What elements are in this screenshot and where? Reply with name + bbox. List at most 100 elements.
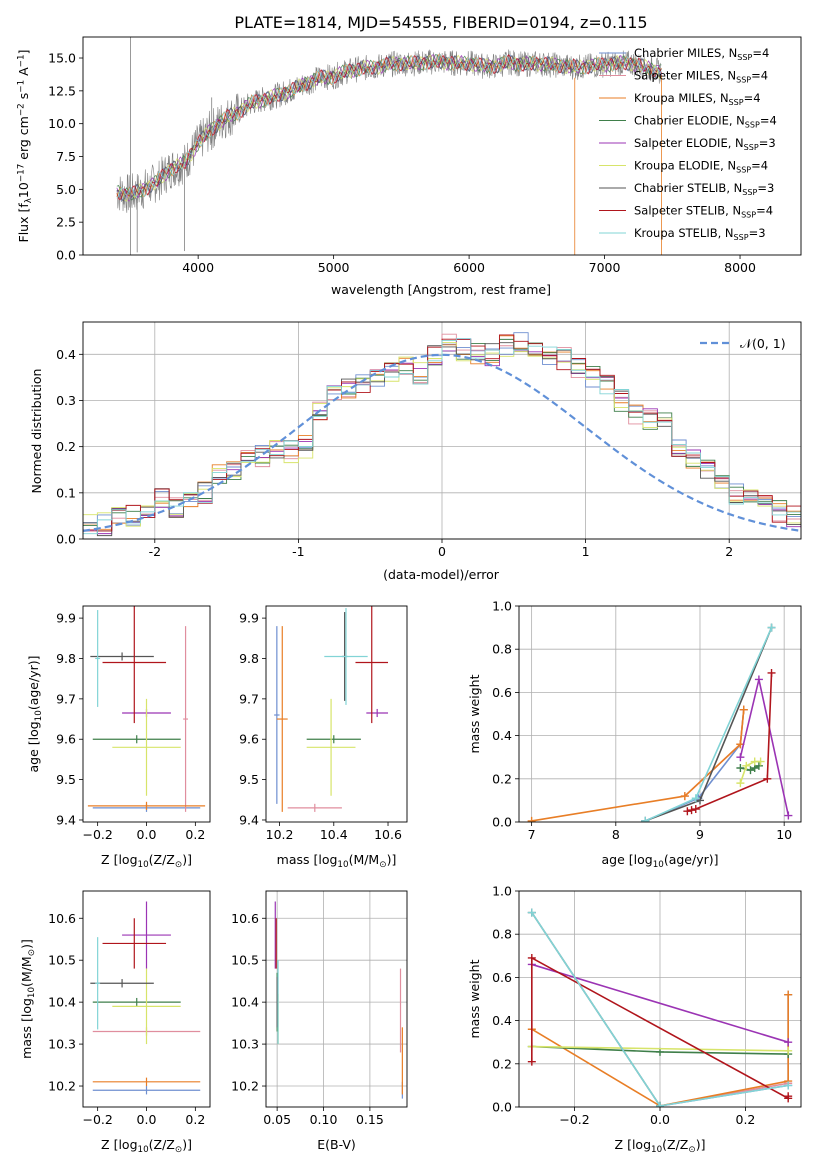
weight-marker: [527, 908, 536, 917]
legend-entry: Kroupa ELODIE, NSSP=4: [634, 159, 768, 175]
x-axis-label: E(B-V): [317, 1137, 356, 1152]
weight-marker: [691, 805, 700, 814]
weight-marker: [767, 623, 776, 632]
y-tick-label: 2.5: [56, 215, 76, 230]
x-tick-label: 7: [528, 827, 536, 842]
y-tick-label: 10.5: [231, 953, 259, 968]
weight-marker: [746, 766, 755, 775]
data-spectrum-line: [116, 49, 662, 213]
x-tick-label: 0.2: [736, 1112, 756, 1127]
weight-marker: [784, 1081, 793, 1090]
y-tick-label: 9.4: [239, 812, 259, 827]
axes-frame: [265, 605, 408, 823]
weight-series-line: [531, 1045, 789, 1052]
histogram-series: [83, 338, 801, 539]
y-axis-label: Flux [fλ10−17 erg cm−2 s−1 A−1]: [16, 50, 34, 243]
weight-marker: [784, 990, 793, 999]
x-axis-label: Z [log10(Z/Z⊙)]: [101, 1137, 192, 1155]
model-spectrum-line: [116, 53, 662, 199]
x-tick-label: −0.2: [82, 827, 112, 842]
weight-marker: [527, 816, 536, 822]
x-tick-label: 6000: [453, 260, 485, 275]
y-tick-label: 9.4: [56, 812, 76, 827]
y-tick-label: 9.7: [239, 691, 259, 706]
model-spectrum-line: [116, 54, 662, 199]
y-tick-label: 10.2: [231, 1079, 259, 1094]
legend-entry: Chabrier STELIB, NSSP=3: [634, 181, 774, 197]
legend-entry: Kroupa MILES, NSSP=4: [634, 91, 761, 107]
y-tick-label: 15.0: [48, 51, 76, 66]
axes-age-vs-Z: −0.2 0.0 0.2 9.4 9.5 9.6 9.7 9.8 9.9 Z [log10(Z/Z…: [26, 605, 211, 870]
axes-mass-weight-vs-age: 7 8 9 10 0.0 0.2 0.4 0.6 0.8 1.0 age [log10(age/yr…: [467, 599, 802, 870]
axes-residual-histogram: -2 -1 0 1 2 0.0 0.1 0.2 0.3 0.4 (data-model)/error…: [29, 321, 802, 582]
model-spectrum-line: [116, 54, 662, 202]
weight-marker: [680, 792, 689, 801]
legend-entry: Kroupa STELIB, NSSP=3: [634, 226, 766, 242]
weight-marker: [695, 796, 704, 805]
plot-area: [274, 901, 403, 1099]
weight-marker: [739, 705, 748, 714]
model-spectrum-line: [116, 54, 662, 201]
x-axis-label: Z [log10(Z/Z⊙)]: [615, 1137, 706, 1155]
plot-area: [116, 37, 662, 255]
x-tick-label: 5000: [318, 260, 350, 275]
histogram-series: [83, 335, 801, 539]
weight-marker: [736, 779, 745, 788]
model-spectrum-line: [116, 54, 662, 200]
y-tick-label: 9.9: [239, 611, 259, 626]
y-tick-label: 0.4: [56, 347, 76, 362]
model-spectrum-line: [116, 53, 662, 201]
legend-entry: Salpeter MILES, NSSP=4: [634, 69, 768, 85]
x-tick-label: 0.2: [185, 1112, 205, 1127]
histogram-series: [83, 338, 801, 539]
legend-entry: Salpeter ELODIE, NSSP=3: [634, 136, 776, 152]
y-tick-label: 0.6: [492, 970, 512, 985]
weight-marker: [754, 761, 763, 770]
weight-series-line: [644, 627, 773, 822]
y-axis-label: mass weight: [467, 674, 482, 753]
axes-mass-vs-Z: −0.2 0.0 0.2 10.2 10.3 10.4 10.5 10.6 Z [log10(Z…: [19, 890, 211, 1155]
histogram-series: [83, 332, 801, 539]
y-tick-label: 10.0: [48, 116, 76, 131]
plot-area: [90, 901, 201, 1095]
y-tick-label: 9.8: [239, 651, 259, 666]
weight-marker: [683, 807, 692, 816]
y-axis-label: mass [log10(M/M⊙)]: [19, 939, 37, 1059]
x-tick-label: 0.0: [137, 1112, 157, 1127]
x-tick-label: 10: [776, 827, 792, 842]
x-tick-label: 0: [438, 544, 446, 559]
y-tick-label: 0.0: [56, 532, 76, 547]
y-tick-label: 0.0: [56, 248, 76, 263]
axes-age-vs-mass: 10.2 10.4 10.6 9.4 9.5 9.6 9.7 9.8 9.9 mass [log1…: [239, 605, 408, 870]
legend-entry: Chabrier MILES, NSSP=4: [634, 46, 769, 62]
weight-marker: [691, 794, 700, 803]
legend: 𝒩(0, 1): [700, 336, 786, 351]
y-tick-label: 9.7: [56, 691, 76, 706]
weight-marker: [763, 774, 772, 783]
weight-marker: [784, 811, 793, 820]
axes-spectrum: 4000 5000 6000 7000 8000 0.0 2.5 5.0 7.5 10.0 12.5…: [16, 36, 802, 297]
x-tick-label: 7000: [589, 260, 621, 275]
weight-marker: [742, 761, 751, 770]
y-tick-label: 10.3: [48, 1037, 76, 1052]
x-tick-label: -2: [149, 544, 161, 559]
y-tick-label: 0.2: [492, 1056, 512, 1071]
weight-series-line: [644, 709, 745, 822]
axes-frame: [518, 605, 802, 823]
plot-area: [527, 908, 793, 1107]
histogram-series: [83, 334, 801, 539]
legend-entry: Salpeter STELIB, NSSP=4: [634, 204, 773, 220]
plot-area: [87, 606, 206, 812]
y-tick-label: 10.6: [231, 911, 259, 926]
x-tick-label: −0.2: [559, 1112, 589, 1127]
axes-mass-weight-vs-Z: −0.2 0.0 0.2 0.0 0.2 0.4 0.6 0.8 1.0 Z [log10(Z/Z…: [467, 884, 802, 1155]
weight-marker: [784, 1038, 793, 1047]
axes-frame: [265, 890, 408, 1108]
weight-marker: [527, 953, 536, 962]
plot-area: [274, 606, 389, 812]
legend-entry: Chabrier ELODIE, NSSP=4: [634, 114, 777, 130]
y-axis-label: mass weight: [467, 959, 482, 1038]
y-tick-label: 0.1: [56, 485, 76, 500]
x-tick-label: 4000: [182, 260, 214, 275]
x-tick-label: 0.15: [356, 1112, 384, 1127]
